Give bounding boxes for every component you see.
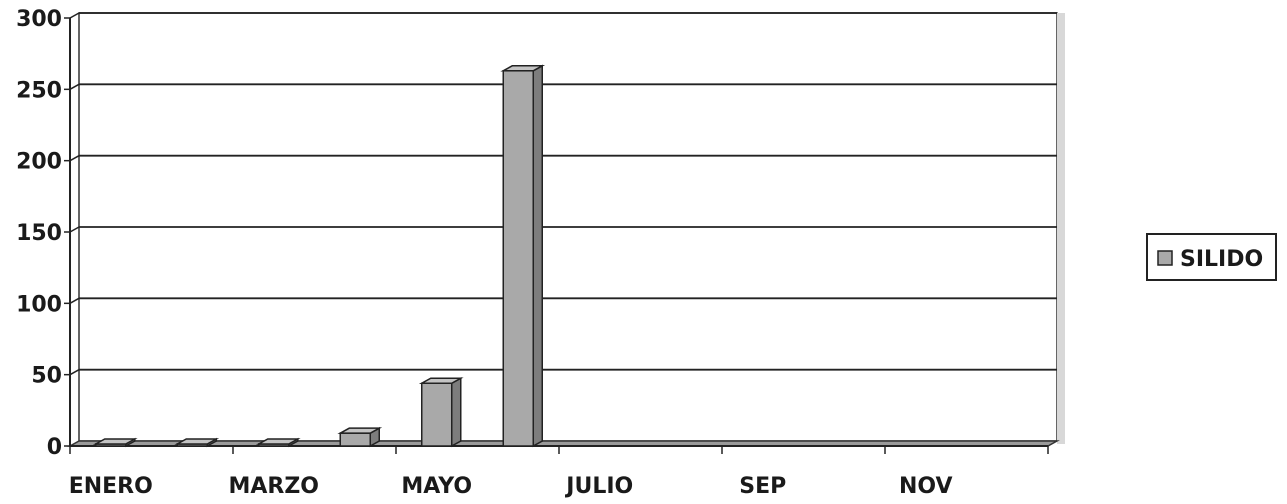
y-tick-label: 200 xyxy=(16,150,62,175)
y-tick-label: 0 xyxy=(47,435,62,460)
chart-bars xyxy=(92,64,546,448)
x-axis-ticks: ENERO MARZO MAYO JULIO SEP NOV xyxy=(69,446,1049,499)
side-shade xyxy=(1057,13,1065,444)
bar-top xyxy=(92,438,138,445)
gridline-diag xyxy=(69,297,80,304)
bar xyxy=(337,426,383,448)
bar-top xyxy=(337,427,383,434)
bar xyxy=(174,437,220,448)
y-tick-label: 100 xyxy=(16,292,62,317)
bar xyxy=(255,437,301,448)
bar-side xyxy=(532,64,543,448)
gridline-diag xyxy=(69,226,80,233)
bar xyxy=(418,376,464,448)
x-tick-label: MAYO xyxy=(401,474,472,499)
gridline-diag xyxy=(69,12,80,19)
bar-front xyxy=(421,382,453,447)
bar-front xyxy=(502,70,534,447)
x-tick-label: JULIO xyxy=(564,474,633,499)
x-tick-label: NOV xyxy=(899,474,953,499)
bar xyxy=(500,64,546,448)
bar-top xyxy=(174,438,220,445)
legend-swatch xyxy=(1157,250,1173,266)
bar-front xyxy=(339,432,371,447)
chart-gridlines xyxy=(69,12,1057,376)
bar-top xyxy=(500,65,546,72)
y-axis-ticks: 0 50 100 150 200 250 300 xyxy=(16,7,70,460)
bar-top xyxy=(418,377,464,384)
gridline-diag xyxy=(69,369,80,376)
bar-side xyxy=(451,376,462,448)
y-tick-label: 150 xyxy=(16,221,62,246)
chart-legend: SILIDO xyxy=(1146,233,1277,281)
bar-top xyxy=(255,438,301,445)
x-tick-label: SEP xyxy=(739,474,786,499)
bar xyxy=(92,437,138,448)
y-tick-label: 300 xyxy=(16,7,62,32)
y-tick-label: 250 xyxy=(16,78,62,103)
gridline-diag xyxy=(69,83,80,90)
y-tick-label: 50 xyxy=(31,364,62,389)
x-tick-label: ENERO xyxy=(69,474,153,499)
legend-label: SILIDO xyxy=(1180,247,1263,272)
gridline-diag xyxy=(69,155,80,162)
chart-walls xyxy=(78,12,1065,444)
x-tick-label: MARZO xyxy=(228,474,319,499)
